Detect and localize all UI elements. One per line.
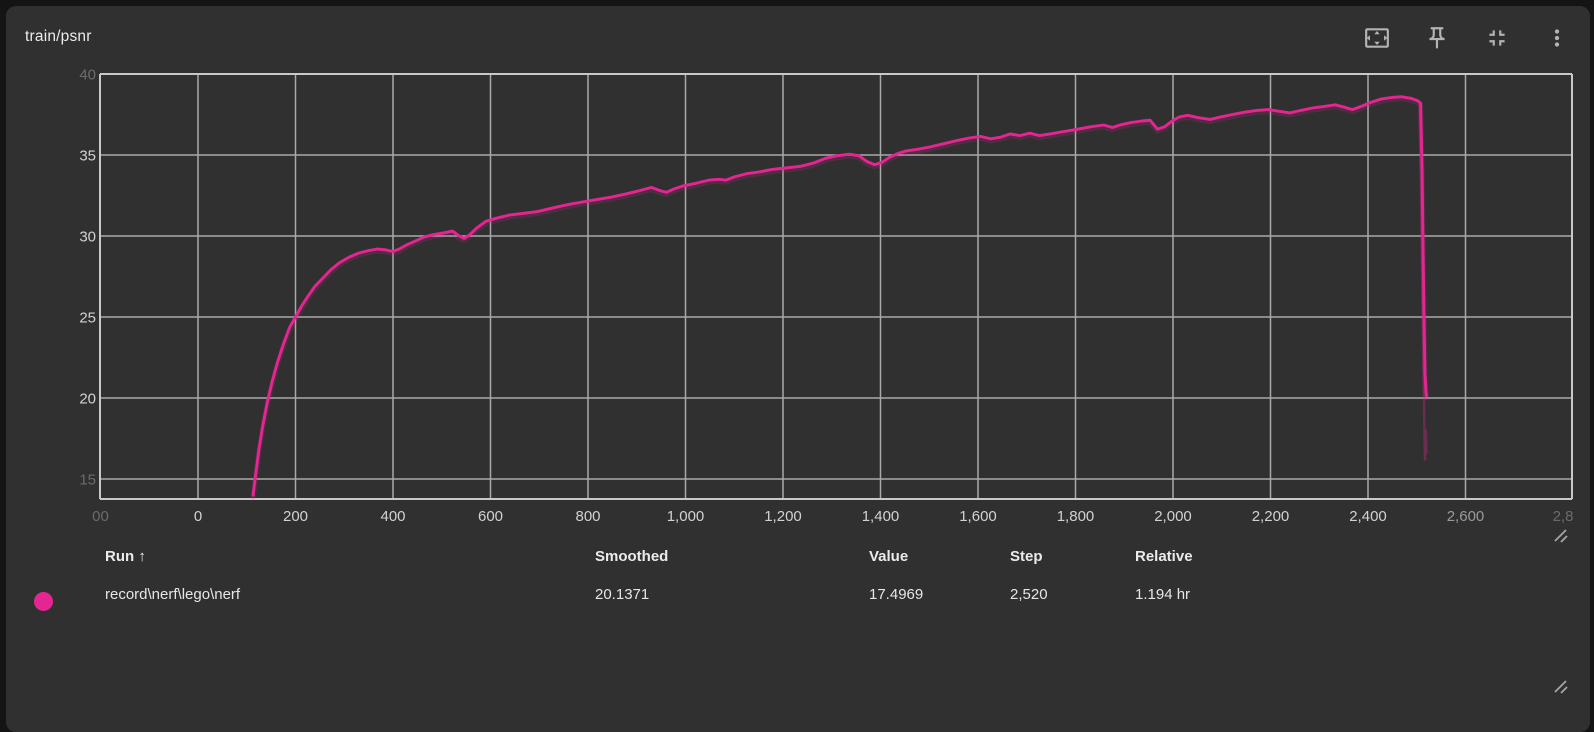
run-color-dot: [34, 592, 53, 611]
collapse-icon: [1484, 25, 1510, 51]
more-options-button[interactable]: [1543, 24, 1570, 51]
run-value: 17.4969: [869, 586, 924, 603]
svg-text:00: 00: [92, 508, 109, 525]
svg-text:2,400: 2,400: [1349, 508, 1387, 525]
svg-text:40: 40: [79, 67, 96, 84]
column-header-relative[interactable]: Relative: [1135, 548, 1193, 565]
svg-text:2,000: 2,000: [1154, 508, 1192, 525]
column-header-run[interactable]: Run ↑: [105, 548, 146, 565]
pin-icon: [1424, 25, 1450, 51]
svg-text:30: 30: [79, 229, 96, 246]
scalar-card: [6, 6, 1590, 732]
more-options-icon: [1544, 25, 1570, 51]
svg-text:400: 400: [380, 508, 405, 525]
svg-text:20: 20: [79, 391, 96, 408]
svg-text:25: 25: [79, 310, 96, 327]
card-toolbar: [1363, 24, 1570, 51]
card-resize-handle[interactable]: [1552, 678, 1570, 696]
collapse-button[interactable]: [1483, 24, 1510, 51]
svg-text:1,000: 1,000: [667, 508, 705, 525]
run-smoothed: 20.1371: [595, 586, 650, 603]
svg-text:2,200: 2,200: [1252, 508, 1290, 525]
fit-domain-icon: [1364, 25, 1390, 51]
pin-button[interactable]: [1423, 24, 1450, 51]
svg-text:1,400: 1,400: [862, 508, 900, 525]
svg-text:600: 600: [478, 508, 503, 525]
chart-resize-handle[interactable]: [1552, 527, 1570, 545]
svg-text:800: 800: [575, 508, 600, 525]
svg-text:2,8: 2,8: [1553, 508, 1574, 525]
run-relative: 1.194 hr: [1135, 586, 1191, 603]
run-name[interactable]: record\nerf\lego\nerf: [105, 586, 241, 603]
fit-domain-button[interactable]: [1363, 24, 1390, 51]
column-header-value[interactable]: Value: [869, 548, 909, 565]
svg-text:1,200: 1,200: [764, 508, 802, 525]
column-header-smoothed[interactable]: Smoothed: [595, 548, 669, 565]
run-step: 2,520: [1010, 586, 1048, 603]
svg-text:0: 0: [194, 508, 202, 525]
svg-text:1,600: 1,600: [959, 508, 997, 525]
card-title: train/psnr: [25, 28, 92, 45]
svg-text:1,800: 1,800: [1057, 508, 1095, 525]
column-header-step[interactable]: Step: [1010, 548, 1043, 565]
svg-text:35: 35: [79, 148, 96, 165]
svg-text:15: 15: [79, 472, 96, 489]
svg-text:2,600: 2,600: [1447, 508, 1485, 525]
svg-text:200: 200: [283, 508, 308, 525]
